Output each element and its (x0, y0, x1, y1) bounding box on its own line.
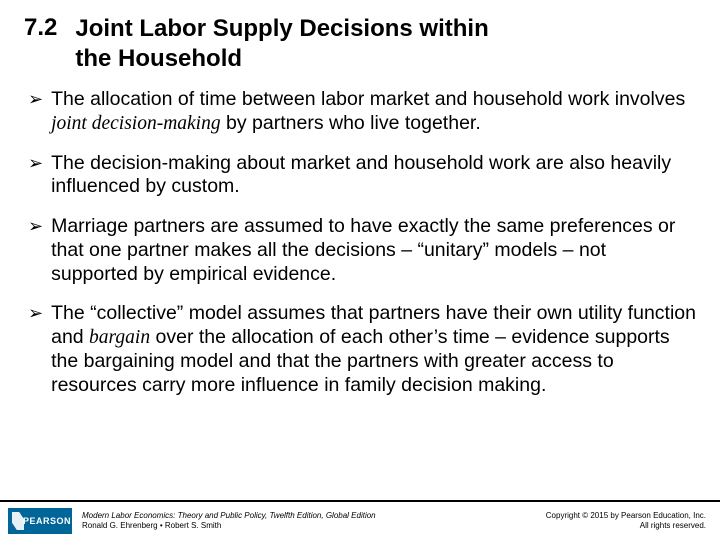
bullet-text: The “collective” model assumes that part… (51, 302, 696, 397)
bullet-text: The allocation of time between labor mar… (51, 88, 696, 136)
bullet-emph: bargain (89, 327, 150, 348)
footer: PEARSON Modern Labor Economics: Theory a… (0, 500, 720, 540)
bullet-arrow-icon: ➢ (28, 152, 43, 175)
bullet-post: by partners who live together. (221, 112, 481, 134)
footer-left: PEARSON Modern Labor Economics: Theory a… (8, 508, 376, 534)
title-line-1: Joint Labor Supply Decisions within (75, 15, 488, 42)
bullet-text: The decision-making about market and hou… (51, 152, 696, 200)
heading: 7.2 Joint Labor Supply Decisions within … (24, 14, 696, 74)
bullet-list: ➢ The allocation of time between labor m… (24, 88, 696, 398)
list-item: ➢ Marriage partners are assumed to have … (28, 215, 696, 286)
list-item: ➢ The allocation of time between labor m… (28, 88, 696, 136)
bullet-pre: The decision-making about market and hou… (51, 152, 671, 198)
slide: 7.2 Joint Labor Supply Decisions within … (0, 0, 720, 540)
book-title: Modern Labor Economics: Theory and Publi… (82, 511, 376, 521)
list-item: ➢ The “collective” model assumes that pa… (28, 302, 696, 397)
copyright: Copyright © 2015 by Pearson Education, I… (546, 511, 706, 531)
bullet-pre: Marriage partners are assumed to have ex… (51, 215, 675, 285)
section-title: Joint Labor Supply Decisions within the … (75, 14, 488, 74)
title-line-2: the Household (75, 45, 242, 72)
bullet-pre: The allocation of time between labor mar… (51, 88, 685, 110)
bullet-emph: joint decision-making (51, 113, 221, 134)
copyright-line-2: All rights reserved. (546, 521, 706, 531)
pearson-logo: PEARSON (8, 508, 72, 534)
logo-text: PEARSON (23, 516, 71, 526)
book-authors: Ronald G. Ehrenberg • Robert S. Smith (82, 521, 376, 531)
book-info: Modern Labor Economics: Theory and Publi… (82, 511, 376, 531)
bullet-arrow-icon: ➢ (28, 215, 43, 238)
bullet-arrow-icon: ➢ (28, 302, 43, 325)
bullet-arrow-icon: ➢ (28, 88, 43, 111)
section-number: 7.2 (24, 14, 57, 43)
list-item: ➢ The decision-making about market and h… (28, 152, 696, 200)
copyright-line-1: Copyright © 2015 by Pearson Education, I… (546, 511, 706, 521)
bullet-text: Marriage partners are assumed to have ex… (51, 215, 696, 286)
